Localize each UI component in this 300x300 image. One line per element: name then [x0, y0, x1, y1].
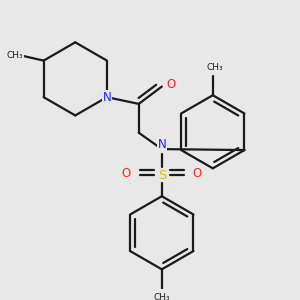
Text: CH₃: CH₃ [154, 293, 170, 300]
Text: CH₃: CH₃ [206, 63, 223, 72]
Text: O: O [122, 167, 131, 180]
Text: CH₃: CH₃ [6, 51, 23, 60]
Text: O: O [193, 167, 202, 180]
Text: O: O [167, 78, 176, 91]
Text: S: S [158, 169, 166, 182]
Text: N: N [103, 91, 111, 104]
Text: N: N [158, 138, 166, 151]
